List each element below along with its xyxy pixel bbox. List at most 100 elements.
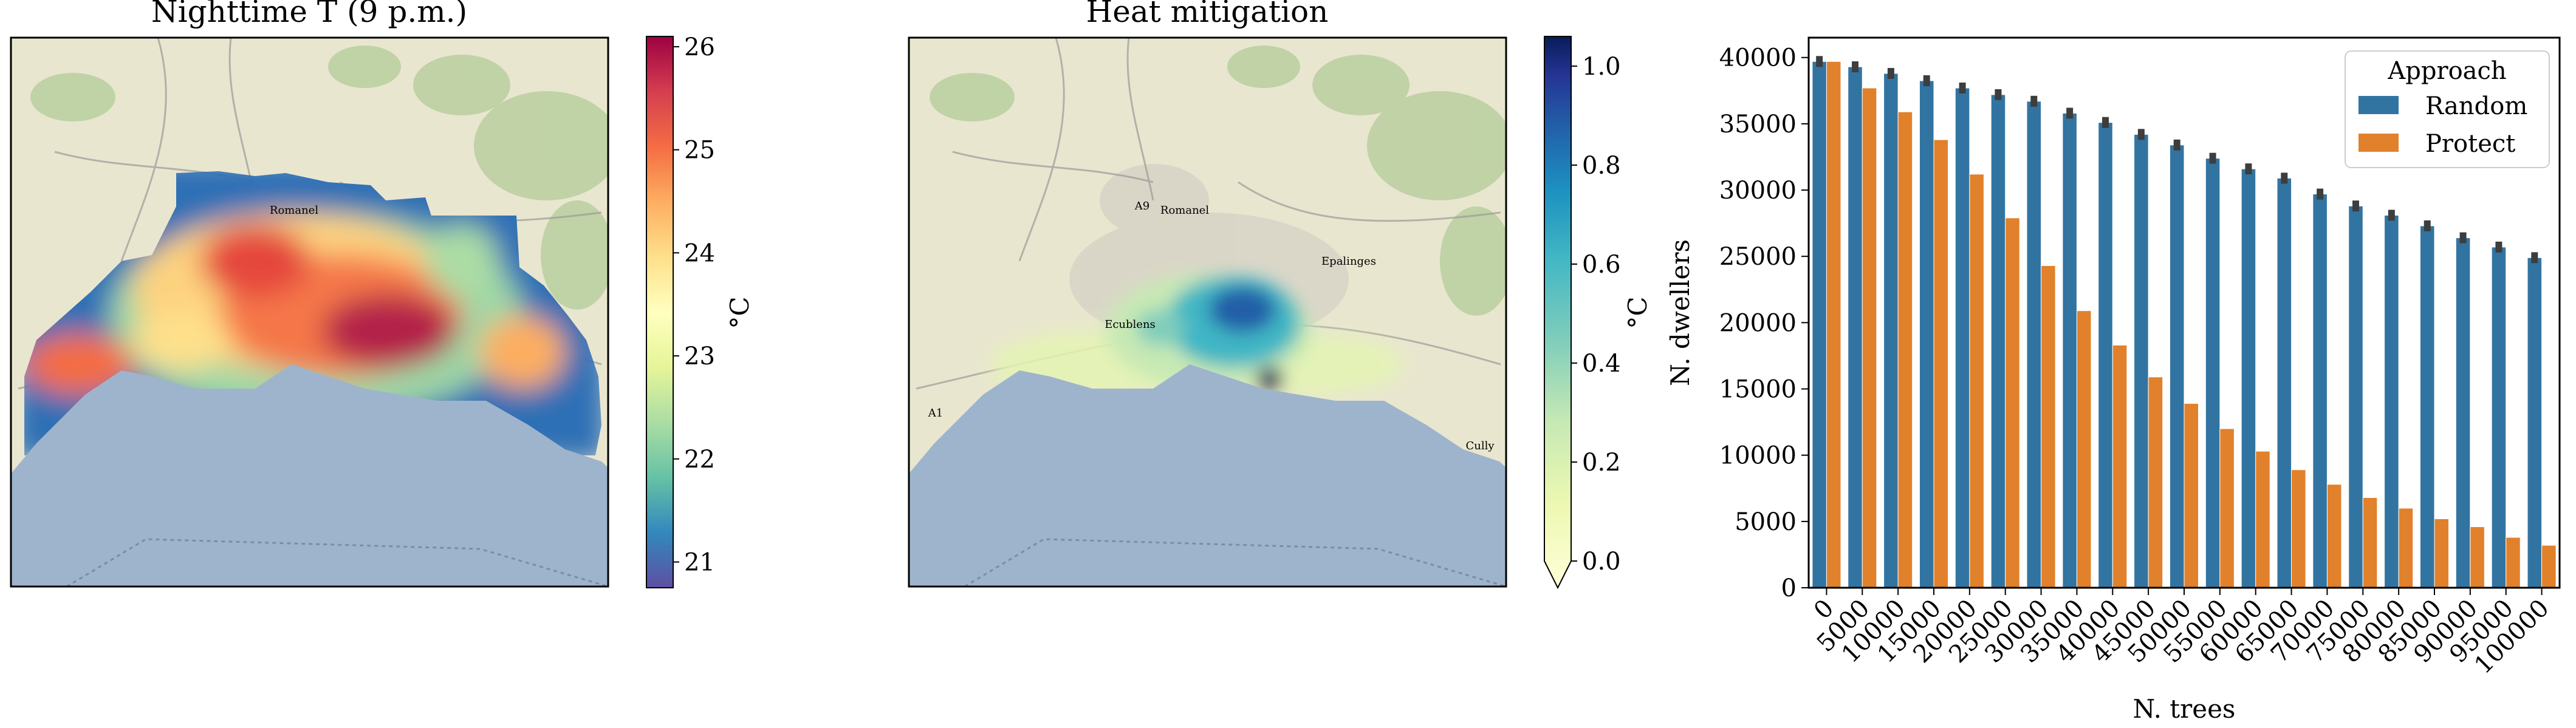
bar-random [2134,134,2149,588]
left-panel-title: Nighttime T (9 p.m.) [151,0,467,29]
forest-patches [30,46,608,310]
bar-random [2205,158,2221,588]
y-tick-label: 0 [1781,574,1797,602]
bar-random [2169,145,2185,588]
temperature-colorbar-tick-label: 25 [684,137,715,165]
map-label-a1: A1 [928,407,943,420]
map-label-a9: A9 [1134,200,1149,213]
bar-random [2026,101,2042,588]
middle-panel-title: Heat mitigation [1086,0,1329,29]
lake [909,364,1506,587]
left-map-frame [10,36,609,588]
border-line [964,538,1506,587]
bar-random [1812,61,1827,588]
y-tick-label: 40000 [1719,44,1797,72]
bar-protect [2398,508,2414,588]
bar-protect [1969,174,1984,588]
mitigation-colorbar: 0.0 0.2 0.4 0.6 0.8 1.0 °C [1544,36,1653,590]
bar-random [1990,94,2006,588]
bar-protect [1826,61,1841,588]
middle-map-frame [908,36,1507,588]
bar-protect [1933,139,1949,588]
bar-protect [2291,469,2306,588]
bar-random [2384,215,2399,588]
bar-random [2455,237,2471,588]
bar-protect [2434,518,2450,588]
colorbar-gradient [646,36,674,588]
bar-protect [1862,87,1877,588]
bar-random [1954,87,1970,588]
legend: Approach Random Protect [2345,50,2550,168]
temperature-map-panel: Nighttime T (9 p.m.) [10,0,609,588]
bar-protect [2470,526,2485,588]
bar-protect [1897,111,1913,588]
y-tick-label: 10000 [1719,442,1797,470]
y-tick-label: 15000 [1719,376,1797,404]
bar-protect [2219,428,2235,588]
bar-random [2062,112,2077,588]
y-axis-label: N. dwellers [1665,239,1695,386]
bar-protect [2506,537,2521,588]
temperature-colorbar-tick-label: 22 [684,446,715,474]
mitigation-colorbar-tick-label: 0.2 [1582,449,1621,477]
mitigation-colorbar-tick-label: 0.0 [1582,548,1621,576]
map-label-ecublens: Ecublens [1105,318,1156,331]
colorbar-unit-label: °C [725,296,755,328]
mitigation-colorbar-tick-label: 1.0 [1582,53,1621,81]
map-label-romanel: Romanel [1160,204,1209,217]
x-axis-label: N. trees [2133,694,2236,724]
bar-protect [2041,265,2056,588]
bar-random [2491,247,2507,588]
mitigation-colorbar-tick-label: 0.6 [1582,251,1621,279]
temperature-colorbar-tick-label: 26 [684,33,715,61]
mitigation-colorbar-tick-label: 0.4 [1582,350,1621,378]
bar-protect [2255,451,2270,588]
bar-random [1919,80,1934,588]
bar-protect [2184,403,2199,588]
y-tick-label: 30000 [1719,177,1797,205]
border-line [66,538,608,587]
bar-random [2276,177,2292,588]
map-label-cully: Cully [1465,440,1495,452]
legend-label-random: Random [2425,92,2527,120]
plot-frame [1807,36,2561,589]
temperature-colorbar-tick-label: 21 [684,549,715,577]
bar-random [2312,194,2328,588]
legend-swatch-random [2358,96,2399,114]
colorbar-unit-label: °C [1623,296,1653,328]
y-tick-label: 25000 [1719,243,1797,271]
bar-protect [2005,217,2020,588]
y-tick-label: 5000 [1735,508,1797,536]
map-label-romanel: Romanel [270,204,318,217]
lake [11,364,608,587]
bar-protect [2148,376,2163,588]
legend-label-protect: Protect [2425,130,2515,158]
legend-swatch-protect [2358,134,2399,152]
mitigation-colorbar-tick-label: 0.8 [1582,152,1621,180]
bar-random [2419,225,2435,588]
bar-protect [2362,497,2378,588]
bar-random [2527,257,2543,588]
temperature-colorbar-tick-label: 23 [684,342,715,370]
temperature-colorbar: 21 22 23 24 25 26 °C [646,33,755,588]
colorbar-gradient [1544,36,1572,590]
forest-patches [930,46,1506,316]
mitigation-field [990,273,1403,398]
bar-random [2241,168,2256,588]
bar-random [1883,73,1899,588]
bar-random [1848,66,1863,588]
mitigation-map-panel: Heat mitigation [908,0,1507,588]
map-label-epalinges: Epalinges [1321,255,1376,268]
legend-title: Approach [2387,57,2506,85]
bar-chart-panel: 0 5000 10000 15000 20000 25000 30000 35000 40000… [1665,36,2561,724]
bar-random [2348,205,2363,588]
y-tick-label: 35000 [1719,111,1797,138]
bar-protect [2112,344,2128,588]
temperature-colorbar-tick-label: 24 [684,239,715,267]
bar-protect [2541,545,2557,588]
y-tick-label: 20000 [1719,309,1797,337]
bar-protect [2326,484,2342,588]
bar-protect [2076,310,2092,588]
bar-random [2098,122,2113,588]
